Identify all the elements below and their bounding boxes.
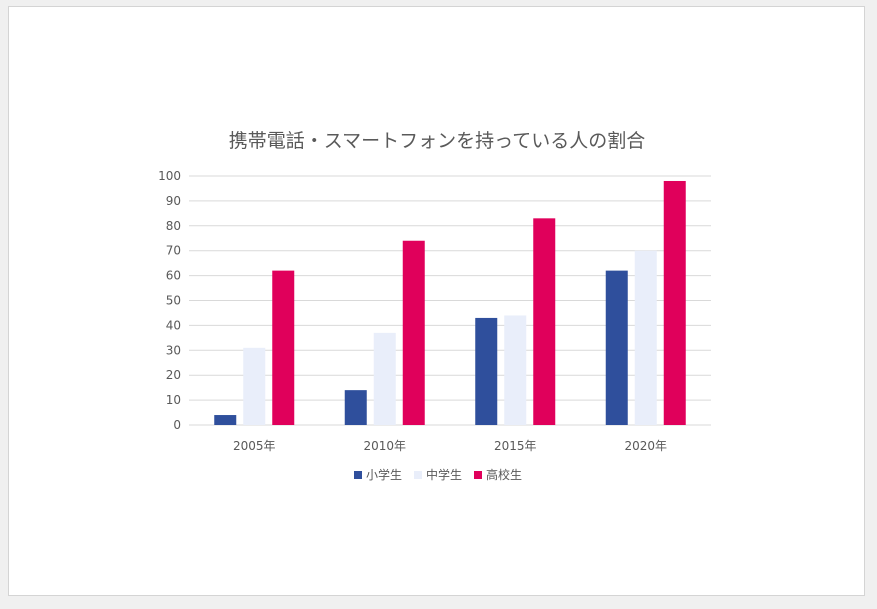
bar-chart: 携帯電話・スマートフォンを持っている人の割合 0 10 20 30 40 50 60 70 80… bbox=[158, 130, 711, 482]
chart-title: 携帯電話・スマートフォンを持っている人の割合 bbox=[229, 130, 645, 152]
legend-swatch-中学生 bbox=[414, 471, 422, 479]
legend-swatch-小学生 bbox=[354, 471, 362, 479]
legend-swatch-高校生 bbox=[474, 471, 482, 479]
bars bbox=[214, 180, 686, 425]
x-tick-label: 2005年 bbox=[233, 439, 276, 453]
x-tick-label: 2010年 bbox=[363, 439, 406, 453]
y-tick-label: 0 bbox=[173, 418, 181, 432]
chart-area: 携帯電話・スマートフォンを持っている人の割合 0 10 20 30 40 50 60 70 80… bbox=[8, 6, 865, 596]
legend-label: 高校生 bbox=[486, 467, 522, 482]
bar-小学生-2015年 bbox=[475, 317, 498, 425]
x-tick-label: 2015年 bbox=[494, 439, 537, 453]
y-tick-label: 70 bbox=[166, 244, 181, 258]
bar-中学生-2020年 bbox=[634, 250, 657, 425]
y-tick-label: 100 bbox=[158, 169, 181, 183]
bar-高校生-2010年 bbox=[402, 240, 425, 425]
y-tick-label: 50 bbox=[166, 294, 181, 308]
legend-label: 中学生 bbox=[426, 467, 462, 482]
bar-小学生-2010年 bbox=[344, 390, 367, 425]
gridlines bbox=[189, 175, 711, 426]
bar-高校生-2020年 bbox=[663, 180, 686, 425]
bar-中学生-2015年 bbox=[504, 315, 527, 425]
y-tick-label: 60 bbox=[166, 269, 181, 283]
y-tick-label: 90 bbox=[166, 194, 181, 208]
bar-中学生-2005年 bbox=[243, 347, 266, 425]
bar-高校生-2015年 bbox=[533, 218, 556, 425]
y-tick-label: 10 bbox=[166, 393, 181, 407]
legend-label: 小学生 bbox=[366, 467, 402, 482]
legend: 小学生 中学生 高校生 bbox=[354, 467, 522, 482]
x-axis-tick-labels: 2005年 2010年 2015年 2020年 bbox=[233, 439, 667, 453]
y-tick-label: 80 bbox=[166, 219, 181, 233]
y-axis-tick-labels: 0 10 20 30 40 50 60 70 80 90 100 bbox=[158, 169, 181, 432]
y-tick-label: 30 bbox=[166, 343, 181, 357]
bar-小学生-2005年 bbox=[214, 415, 237, 425]
bar-中学生-2010年 bbox=[373, 332, 396, 425]
y-tick-label: 20 bbox=[166, 368, 181, 382]
x-tick-label: 2020年 bbox=[624, 439, 667, 453]
y-tick-label: 40 bbox=[166, 318, 181, 332]
bar-高校生-2005年 bbox=[272, 270, 295, 425]
bar-小学生-2020年 bbox=[605, 270, 628, 425]
